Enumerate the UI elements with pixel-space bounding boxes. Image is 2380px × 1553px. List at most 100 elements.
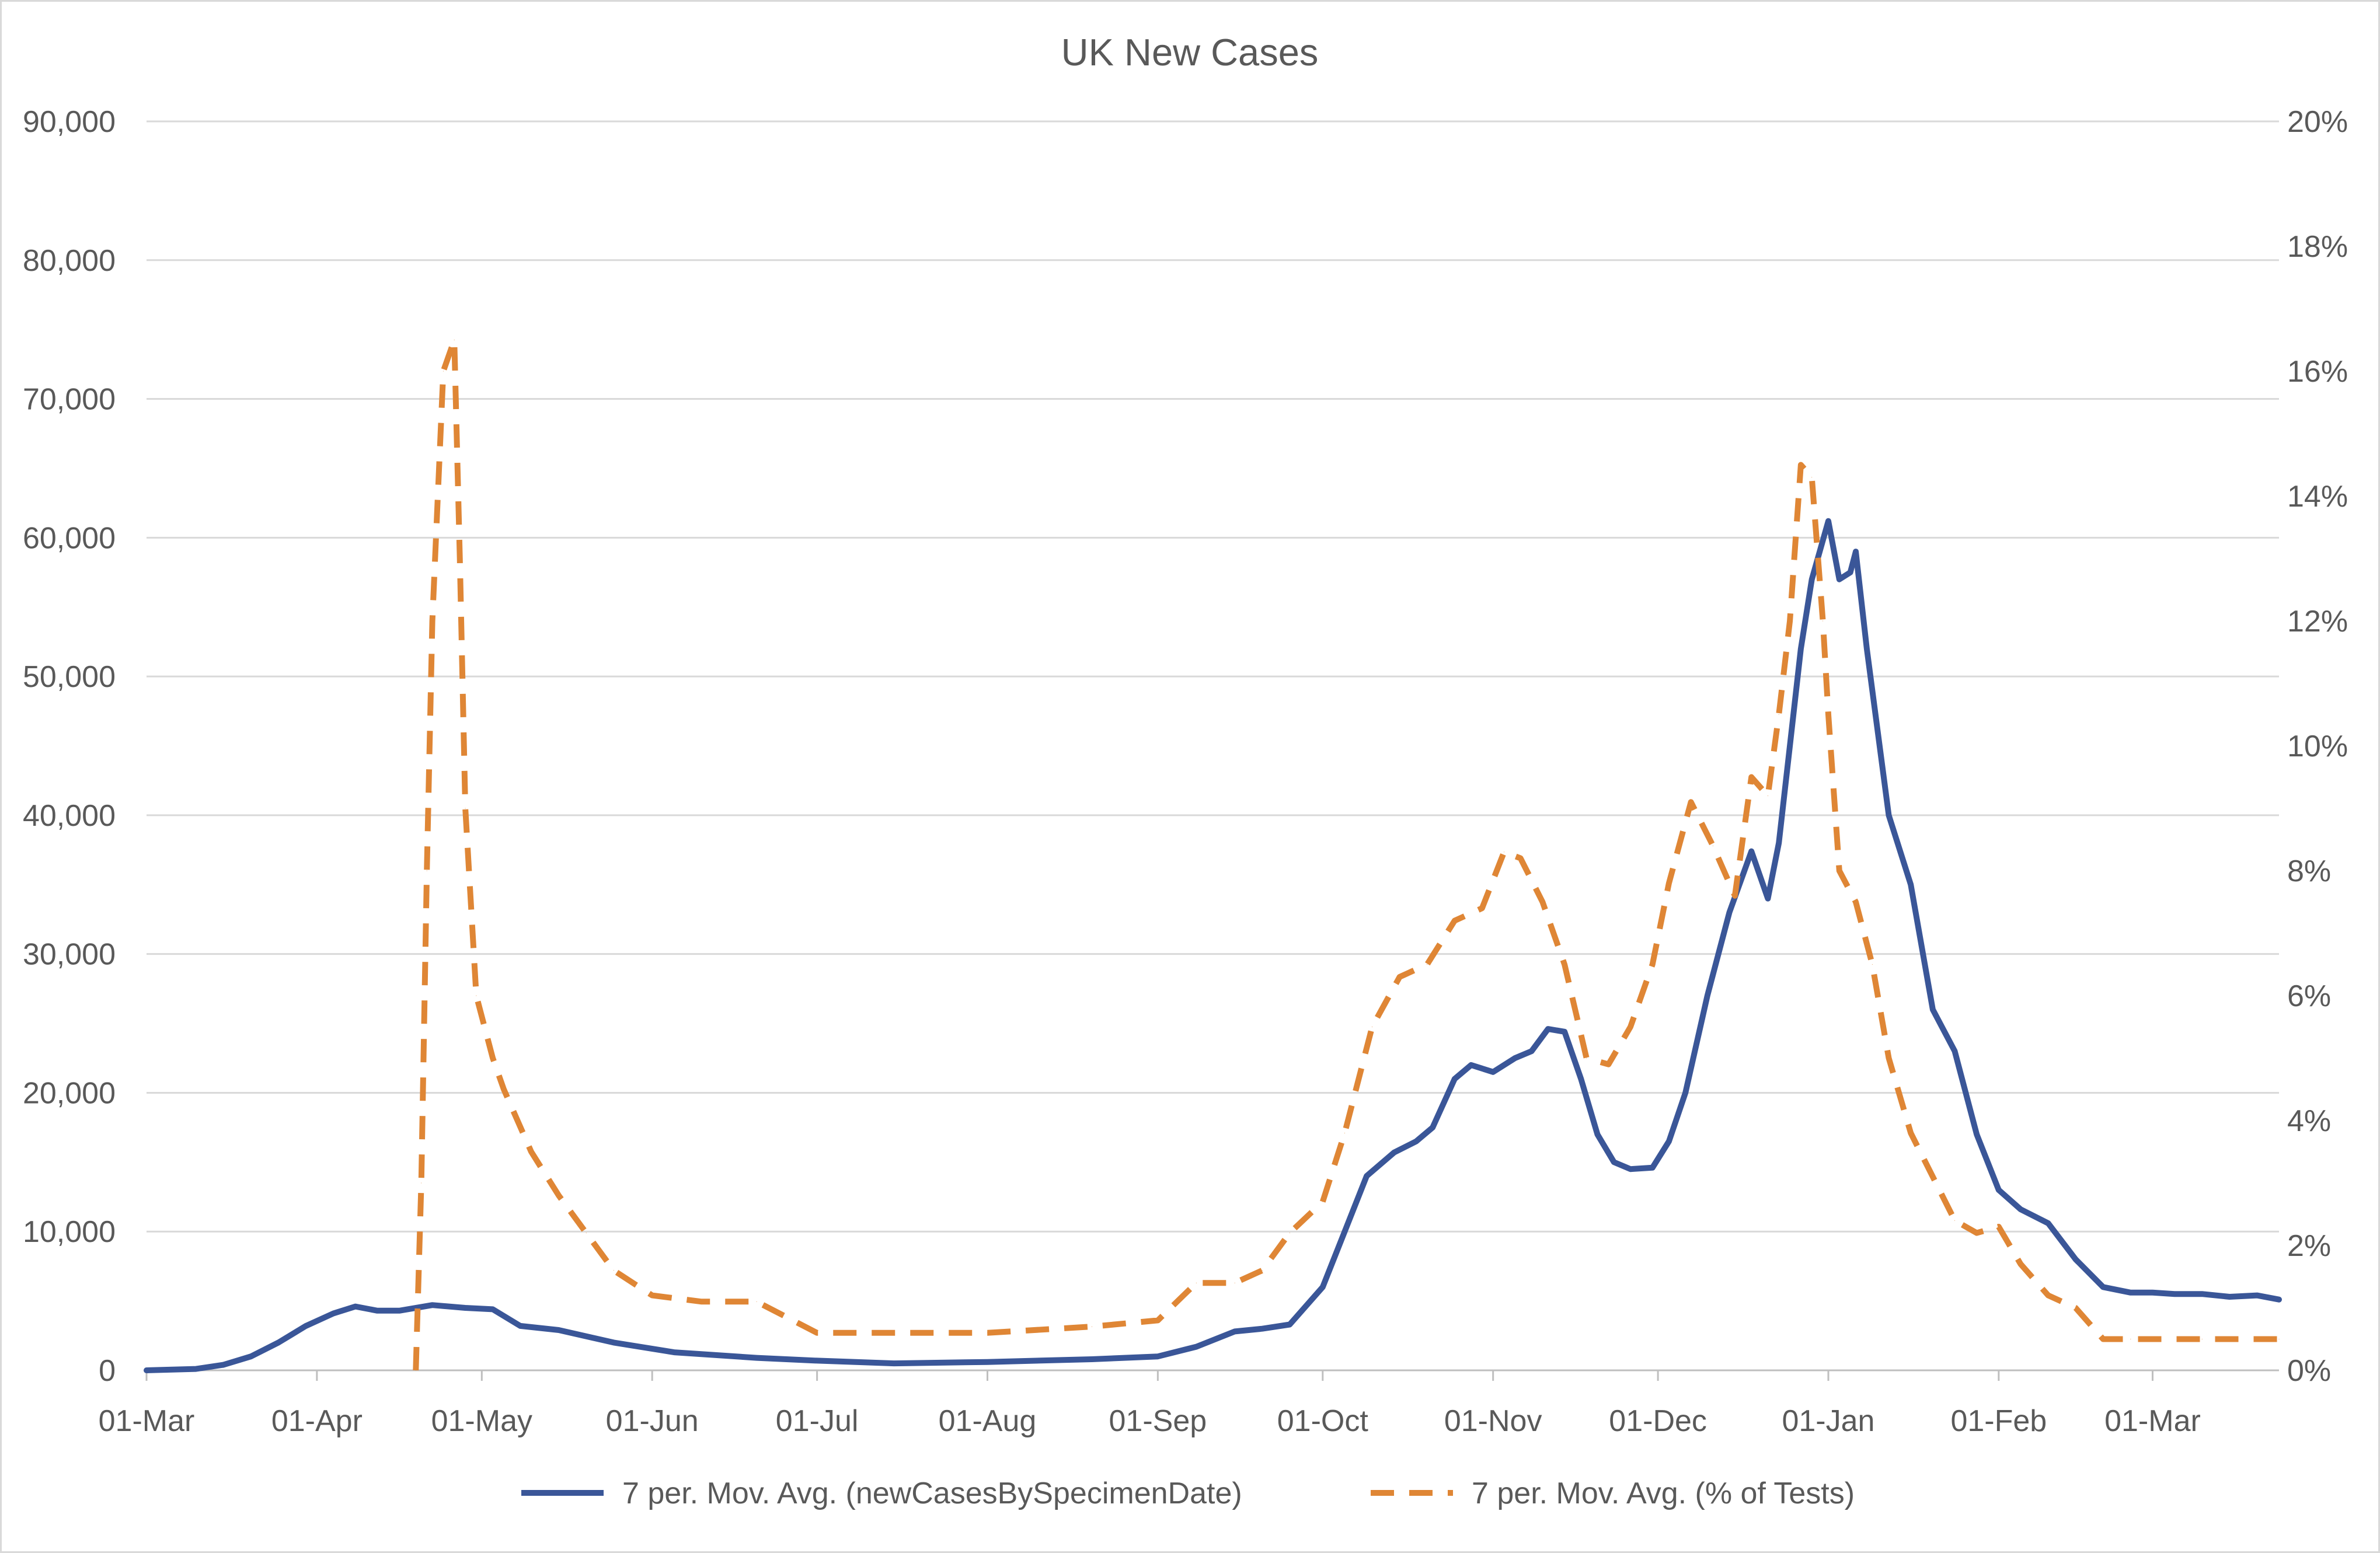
series-line-0 xyxy=(144,518,2282,1373)
data-point xyxy=(531,1151,532,1152)
data-point xyxy=(1954,1220,1955,1221)
data-point xyxy=(377,1310,378,1311)
series-points-1 xyxy=(415,340,2280,1371)
data-point xyxy=(399,1310,400,1311)
series-points-0 xyxy=(146,521,2280,1371)
data-point xyxy=(1866,648,1867,650)
data-point xyxy=(1668,1141,1670,1142)
data-point xyxy=(1344,1231,1345,1232)
x-tick-label: 01-Mar xyxy=(2104,1404,2201,1438)
y-right-tick-label: 2% xyxy=(2287,1229,2331,1263)
x-tick-label: 01-Jan xyxy=(1782,1404,1874,1438)
data-point xyxy=(1888,1058,1889,1059)
data-point xyxy=(1262,1270,1263,1271)
data-point xyxy=(651,1295,653,1296)
data-point xyxy=(987,1332,988,1334)
data-point xyxy=(1800,648,1801,650)
data-point xyxy=(1262,1328,1263,1329)
x-tick-label: 01-Apr xyxy=(271,1404,363,1438)
x-tick-label: 01-May xyxy=(431,1404,532,1438)
y-right-tick-label: 4% xyxy=(2287,1104,2331,1138)
legend-item-1: 7 per. Mov. Avg. (% of Tests) xyxy=(1371,1477,1855,1510)
data-point xyxy=(1454,920,1455,922)
data-point xyxy=(1531,1051,1532,1052)
data-point xyxy=(1734,895,1736,896)
data-point xyxy=(1630,1168,1631,1170)
y-axis-right: 0% 2% 4% 6% 8% 10% 12% 14% 16% 18% 20% xyxy=(2287,105,2348,1388)
y-left-tick-label: 0 xyxy=(99,1354,116,1388)
x-tick-label: 01-Jul xyxy=(776,1404,859,1438)
y-right-tick-label: 18% xyxy=(2287,230,2348,264)
data-point xyxy=(223,1364,224,1365)
data-point xyxy=(1932,1009,1933,1010)
data-point xyxy=(1850,572,1851,573)
y-right-tick-label: 10% xyxy=(2287,730,2348,763)
y-right-tick-label: 20% xyxy=(2287,105,2348,139)
legend-item-0: 7 per. Mov. Avg. (newCasesBySpecimenDate… xyxy=(521,1477,1242,1510)
x-tick-label: 01-Feb xyxy=(1950,1404,2047,1438)
data-point xyxy=(2152,1292,2153,1293)
data-point xyxy=(2130,1292,2131,1293)
y-right-tick-label: 8% xyxy=(2287,854,2331,888)
data-point xyxy=(1196,1346,1197,1348)
y-right-tick-label: 16% xyxy=(2287,355,2348,389)
y-right-tick-label: 6% xyxy=(2287,979,2331,1013)
x-tick-label: 01-Dec xyxy=(1609,1404,1707,1438)
data-point xyxy=(333,1313,334,1314)
data-point xyxy=(1998,1226,1999,1227)
y-right-tick-label: 14% xyxy=(2287,480,2348,514)
data-point xyxy=(1872,964,1873,965)
chart-title: UK New Cases xyxy=(1061,31,1319,74)
y-left-tick-label: 60,000 xyxy=(23,521,116,555)
y-left-tick-label: 80,000 xyxy=(23,244,116,278)
series-layer xyxy=(144,337,2282,1373)
data-point xyxy=(432,620,433,622)
data-point xyxy=(1652,1167,1653,1168)
data-point xyxy=(1586,1058,1587,1059)
data-point xyxy=(432,1304,433,1306)
x-tick-label: 01-Mar xyxy=(99,1404,195,1438)
data-point xyxy=(1954,1051,1955,1052)
data-point xyxy=(2020,1264,2021,1265)
gridlines xyxy=(147,120,2279,1233)
series-line-1 xyxy=(413,337,2279,1371)
data-point xyxy=(2020,1209,2021,1210)
y-left-tick-label: 40,000 xyxy=(23,799,116,833)
y-left-tick-label: 50,000 xyxy=(23,660,116,694)
data-point xyxy=(1564,964,1565,965)
data-point xyxy=(520,1325,521,1327)
data-point xyxy=(1393,1152,1395,1153)
data-point xyxy=(1399,976,1400,978)
data-point xyxy=(1597,1134,1598,1135)
x-tick-label: 01-Sep xyxy=(1109,1404,1207,1438)
legend-label: 7 per. Mov. Avg. (newCasesBySpecimenDate… xyxy=(622,1477,1242,1510)
data-point xyxy=(1652,964,1653,965)
data-point xyxy=(278,1342,279,1343)
x-tick-label: 01-Jun xyxy=(606,1404,699,1438)
y-right-tick-label: 12% xyxy=(2287,605,2348,638)
data-point xyxy=(1811,579,1813,580)
data-point xyxy=(701,1301,702,1302)
x-tick-label: 01-Oct xyxy=(1277,1404,1369,1438)
legend-label: 7 per. Mov. Avg. (% of Tests) xyxy=(1472,1477,1855,1510)
data-point xyxy=(442,371,444,372)
data-point xyxy=(1729,912,1730,913)
data-point xyxy=(355,1306,356,1307)
x-axis: 01-Mar 01-Apr 01-May 01-Jun 01-Jul 01-Aug 01-S… xyxy=(99,1370,2201,1438)
data-point xyxy=(250,1356,252,1357)
data-point xyxy=(465,808,466,809)
data-point xyxy=(1608,1064,1609,1065)
y-left-tick-label: 70,000 xyxy=(23,383,116,417)
data-point xyxy=(2278,1299,2280,1300)
y-right-tick-label: 0% xyxy=(2287,1354,2331,1388)
data-point xyxy=(1564,1031,1565,1032)
y-left-tick-label: 30,000 xyxy=(23,938,116,972)
y-left-tick-label: 10,000 xyxy=(23,1215,116,1249)
data-point xyxy=(1828,714,1829,715)
legend: 7 per. Mov. Avg. (newCasesBySpecimenDate… xyxy=(521,1477,1855,1510)
x-tick-label: 01-Aug xyxy=(939,1404,1037,1438)
x-tick-label: 01-Nov xyxy=(1444,1404,1542,1438)
y-left-tick-label: 20,000 xyxy=(23,1076,116,1110)
